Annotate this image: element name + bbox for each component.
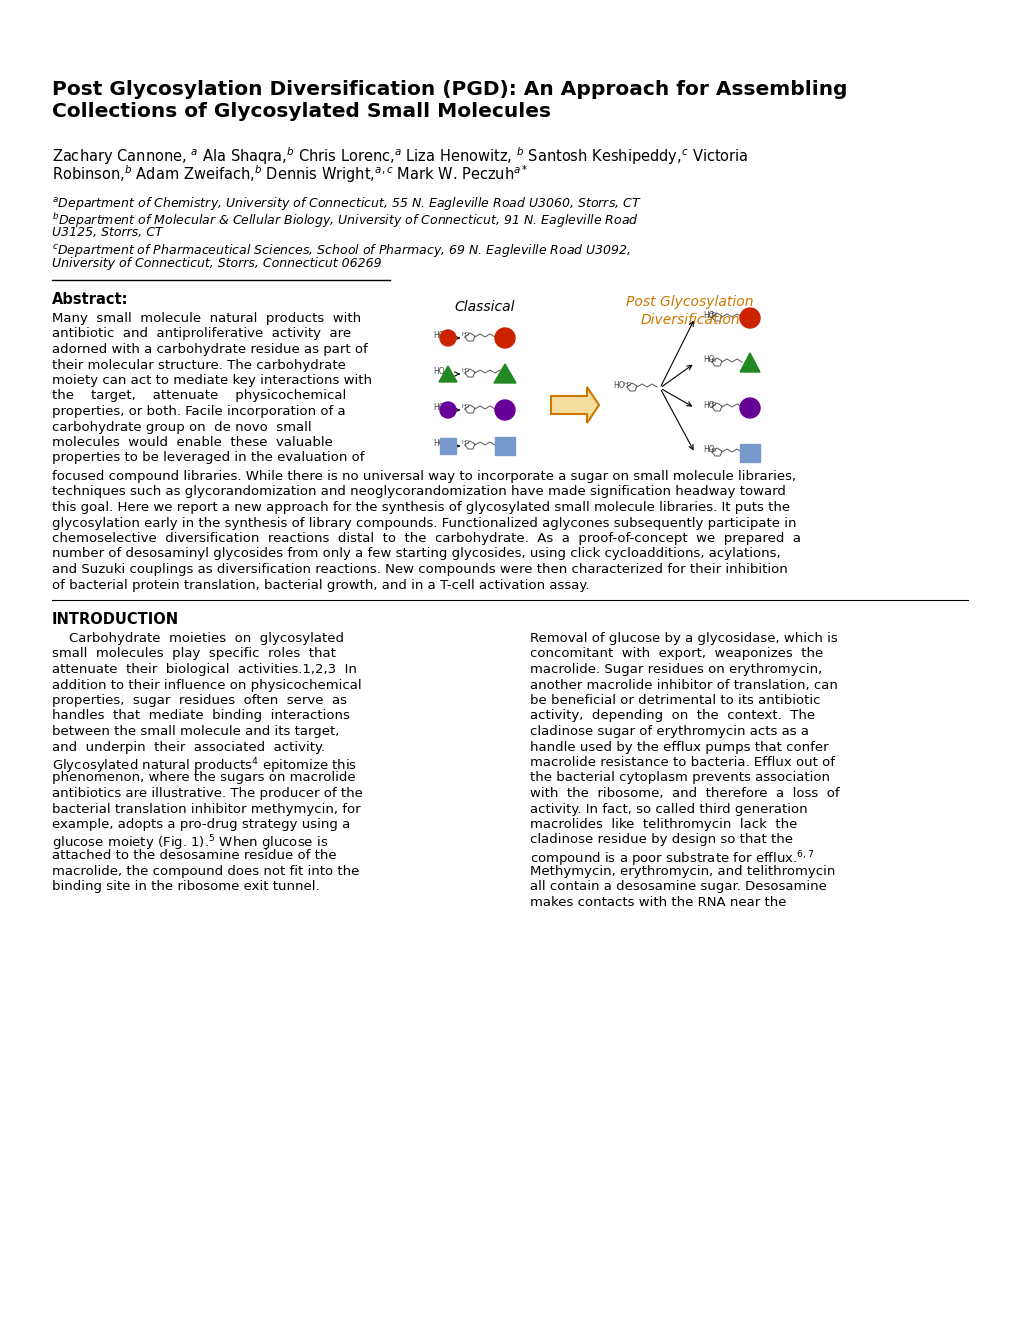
Text: HO: HO — [702, 446, 714, 454]
Text: U3125, Storrs, CT: U3125, Storrs, CT — [52, 226, 162, 239]
Bar — [494, 437, 515, 455]
Text: another macrolide inhibitor of translation, can: another macrolide inhibitor of translati… — [530, 678, 837, 692]
Bar — [739, 444, 759, 462]
Text: HO: HO — [462, 368, 470, 374]
Text: properties, or both. Facile incorporation of a: properties, or both. Facile incorporatio… — [52, 405, 345, 418]
Text: INTRODUCTION: INTRODUCTION — [52, 612, 179, 627]
Text: makes contacts with the RNA near the: makes contacts with the RNA near the — [530, 895, 786, 908]
Polygon shape — [493, 364, 516, 383]
Text: carbohydrate group on  de novo  small: carbohydrate group on de novo small — [52, 421, 312, 433]
Text: addition to their influence on physicochemical: addition to their influence on physicoch… — [52, 678, 362, 692]
Text: of bacterial protein translation, bacterial growth, and in a T-cell activation a: of bacterial protein translation, bacter… — [52, 578, 589, 591]
Text: this goal. Here we report a new approach for the synthesis of glycosylated small: this goal. Here we report a new approach… — [52, 502, 790, 513]
Text: HO: HO — [462, 404, 470, 409]
Text: Carbohydrate  moieties  on  glycosylated: Carbohydrate moieties on glycosylated — [52, 632, 343, 645]
Text: number of desosaminyl glycosides from only a few starting glycosides, using clic: number of desosaminyl glycosides from on… — [52, 548, 780, 561]
Text: HO: HO — [702, 355, 714, 364]
Text: activity,  depending  on  the  context.  The: activity, depending on the context. The — [530, 710, 814, 722]
Text: compound is a poor substrate for efflux.$^{6,7}$: compound is a poor substrate for efflux.… — [530, 849, 814, 869]
Text: HO: HO — [708, 447, 716, 453]
Text: HO: HO — [433, 330, 444, 339]
Circle shape — [439, 330, 455, 346]
Text: Abstract:: Abstract: — [52, 292, 128, 308]
Text: HO: HO — [462, 441, 470, 446]
Text: macrolides  like  telithromycin  lack  the: macrolides like telithromycin lack the — [530, 818, 797, 832]
Text: HO: HO — [708, 403, 716, 408]
Bar — [439, 438, 455, 454]
Text: $^a$Department of Chemistry, University of Connecticut, 55 N. Eagleville Road U3: $^a$Department of Chemistry, University … — [52, 195, 641, 213]
Text: HO: HO — [624, 383, 632, 388]
Text: with  the  ribosome,  and  therefore  a  loss  of: with the ribosome, and therefore a loss … — [530, 787, 839, 800]
Text: macrolide resistance to bacteria. Efflux out of: macrolide resistance to bacteria. Efflux… — [530, 756, 835, 770]
Text: HO: HO — [462, 333, 470, 338]
Text: Robinson,$^b$ Adam Zweifach,$^b$ Dennis Wright,$^{a,c}$ Mark W. Peczuh$^{a*}$: Robinson,$^b$ Adam Zweifach,$^b$ Dennis … — [52, 162, 528, 185]
Text: attached to the desosamine residue of the: attached to the desosamine residue of th… — [52, 849, 336, 862]
Text: University of Connecticut, Storrs, Connecticut 06269: University of Connecticut, Storrs, Conne… — [52, 257, 381, 271]
Text: Collections of Glycosylated Small Molecules: Collections of Glycosylated Small Molecu… — [52, 102, 550, 121]
Text: handle used by the efflux pumps that confer: handle used by the efflux pumps that con… — [530, 741, 827, 754]
Text: $^c$Department of Pharmaceutical Sciences, School of Pharmacy, 69 N. Eagleville : $^c$Department of Pharmaceutical Science… — [52, 242, 631, 259]
Text: between the small molecule and its target,: between the small molecule and its targe… — [52, 725, 339, 738]
Text: the bacterial cytoplasm prevents association: the bacterial cytoplasm prevents associa… — [530, 771, 829, 784]
Text: Post Glycosylation Diversification (PGD): An Approach for Assembling: Post Glycosylation Diversification (PGD)… — [52, 81, 847, 99]
Text: properties to be leveraged in the evaluation of: properties to be leveraged in the evalua… — [52, 451, 364, 465]
Text: cladinose sugar of erythromycin acts as a: cladinose sugar of erythromycin acts as … — [530, 725, 808, 738]
Text: $^b$Department of Molecular & Cellular Biology, University of Connecticut, 91 N.: $^b$Department of Molecular & Cellular B… — [52, 211, 638, 230]
Text: bacterial translation inhibitor methymycin, for: bacterial translation inhibitor methymyc… — [52, 803, 361, 816]
Text: Zachary Cannone, $^a$ Ala Shaqra,$^b$ Chris Lorenc,$^a$ Liza Henowitz, $^b$ Sant: Zachary Cannone, $^a$ Ala Shaqra,$^b$ Ch… — [52, 145, 748, 166]
Text: HO: HO — [433, 438, 444, 447]
Text: properties,  sugar  residues  often  serve  as: properties, sugar residues often serve a… — [52, 694, 346, 708]
Text: and Suzuki couplings as diversification reactions. New compounds were then chara: and Suzuki couplings as diversification … — [52, 564, 787, 576]
Circle shape — [494, 400, 515, 420]
Text: binding site in the ribosome exit tunnel.: binding site in the ribosome exit tunnel… — [52, 880, 319, 894]
Text: HO: HO — [702, 310, 714, 319]
Circle shape — [494, 327, 515, 348]
Text: chemoselective  diversification  reactions  distal  to  the  carbohydrate.  As  : chemoselective diversification reactions… — [52, 532, 800, 545]
Text: macrolide, the compound does not fit into the: macrolide, the compound does not fit int… — [52, 865, 359, 878]
Polygon shape — [438, 366, 457, 381]
Polygon shape — [739, 352, 759, 372]
Text: HO: HO — [702, 400, 714, 409]
Text: techniques such as glycorandomization and neoglycorandomization have made signif: techniques such as glycorandomization an… — [52, 486, 785, 499]
Text: ·: · — [658, 381, 662, 392]
Text: HO: HO — [708, 358, 716, 363]
Text: all contain a desosamine sugar. Desosamine: all contain a desosamine sugar. Desosami… — [530, 880, 826, 894]
Text: macrolide. Sugar residues on erythromycin,: macrolide. Sugar residues on erythromyci… — [530, 663, 821, 676]
Text: example, adopts a pro-drug strategy using a: example, adopts a pro-drug strategy usin… — [52, 818, 350, 832]
Circle shape — [739, 399, 759, 418]
Text: Many  small  molecule  natural  products  with: Many small molecule natural products wit… — [52, 312, 361, 325]
Circle shape — [439, 403, 455, 418]
Text: attenuate  their  biological  activities.1,2,3  In: attenuate their biological activities.1,… — [52, 663, 357, 676]
Text: HO: HO — [433, 403, 444, 412]
Text: glucose moiety (Fig. 1).$^5$ When glucose is: glucose moiety (Fig. 1).$^5$ When glucos… — [52, 833, 328, 853]
Circle shape — [739, 308, 759, 327]
Text: concomitant  with  export,  weaponizes  the: concomitant with export, weaponizes the — [530, 648, 822, 660]
Text: activity. In fact, so called third generation: activity. In fact, so called third gener… — [530, 803, 807, 816]
Text: glycosylation early in the synthesis of library compounds. Functionalized aglyco: glycosylation early in the synthesis of … — [52, 516, 796, 529]
Text: focused compound libraries. While there is no universal way to incorporate a sug: focused compound libraries. While there … — [52, 470, 796, 483]
Text: the    target,    attenuate    physicochemical: the target, attenuate physicochemical — [52, 389, 345, 403]
Text: Removal of glucose by a glycosidase, which is: Removal of glucose by a glycosidase, whi… — [530, 632, 837, 645]
Text: antibiotics are illustrative. The producer of the: antibiotics are illustrative. The produc… — [52, 787, 363, 800]
Text: small  molecules  play  specific  roles  that: small molecules play specific roles that — [52, 648, 335, 660]
Text: their molecular structure. The carbohydrate: their molecular structure. The carbohydr… — [52, 359, 345, 371]
Text: HO: HO — [612, 380, 625, 389]
Text: Glycosylated natural products$^4$ epitomize this: Glycosylated natural products$^4$ epitom… — [52, 756, 357, 776]
Text: HO: HO — [708, 313, 716, 318]
Text: cladinose residue by design so that the: cladinose residue by design so that the — [530, 833, 792, 846]
Text: moiety can act to mediate key interactions with: moiety can act to mediate key interactio… — [52, 374, 372, 387]
Polygon shape — [550, 387, 598, 422]
Text: Post Glycosylation
Diversification: Post Glycosylation Diversification — [626, 294, 753, 327]
Text: Classical: Classical — [454, 300, 515, 314]
Text: be beneficial or detrimental to its antibiotic: be beneficial or detrimental to its anti… — [530, 694, 819, 708]
Text: and  underpin  their  associated  activity.: and underpin their associated activity. — [52, 741, 325, 754]
Text: HO: HO — [433, 367, 444, 375]
Text: adorned with a carbohydrate residue as part of: adorned with a carbohydrate residue as p… — [52, 343, 368, 356]
Text: molecules  would  enable  these  valuable: molecules would enable these valuable — [52, 436, 332, 449]
Text: antibiotic  and  antiproliferative  activity  are: antibiotic and antiproliferative activit… — [52, 327, 351, 341]
Text: phenomenon, where the sugars on macrolide: phenomenon, where the sugars on macrolid… — [52, 771, 356, 784]
Text: Methymycin, erythromycin, and telithromycin: Methymycin, erythromycin, and telithromy… — [530, 865, 835, 878]
Text: handles  that  mediate  binding  interactions: handles that mediate binding interaction… — [52, 710, 350, 722]
